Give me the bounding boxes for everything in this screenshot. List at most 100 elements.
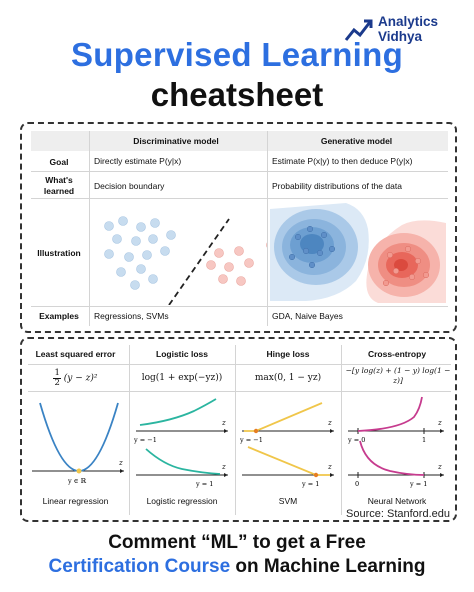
cta-rest: on Machine Learning (230, 556, 426, 577)
axis-label: z (221, 463, 226, 471)
axis-arrow (440, 429, 444, 433)
caption-svm: SVM (278, 496, 298, 506)
axis-label: z (327, 463, 332, 471)
cta-line1: Comment “ML” to get a Free (108, 532, 366, 553)
loss-title-least-squares: Least squared error (35, 349, 116, 359)
plot-hinge: z z y = −1 y = 1 (239, 402, 334, 488)
row-divider (31, 306, 448, 307)
hinge-curve-bottom (247, 446, 330, 476)
decision-boundary (168, 218, 230, 305)
comparison-table: Discriminative model Generative model Go… (31, 131, 448, 326)
axis-label: z (437, 419, 442, 427)
point-label: y ∈ ℝ (67, 477, 87, 485)
divider (267, 131, 268, 326)
row-label-goal: Goal (49, 157, 69, 167)
tick-label: 1 (422, 436, 426, 444)
axis-arrow (330, 429, 334, 433)
plot-cross-entropy: z z y = 0 1 0 y = 1 (347, 396, 444, 488)
divider (235, 345, 236, 515)
loss-curve-bottom (145, 448, 221, 475)
loss-curve-bottom (359, 440, 425, 476)
brand-name: Analytics Vidhya (378, 14, 438, 44)
row-label-learned: What's learned (31, 175, 87, 197)
brand-line1: Analytics (378, 14, 439, 29)
formula-line2: z)] (393, 376, 403, 385)
formula-expression: (y − z)² (63, 373, 98, 384)
table-header: Discriminative model Generative model (31, 131, 448, 151)
goal-discriminative: Directly estimate P(y|x) (94, 156, 182, 166)
plot-logistic: z z y = −1 y = 1 (133, 398, 228, 488)
red-class-points (206, 242, 267, 286)
generative-illustration (270, 203, 446, 303)
formula-hinge: max(0, 1 − yz) (254, 373, 322, 383)
page-title: Supervised Learning (70, 36, 404, 73)
loss-title-cross-entropy: Cross-entropy (367, 349, 427, 359)
divider (341, 345, 342, 515)
brand-line2: Vidhya (378, 29, 423, 44)
divider (129, 345, 130, 515)
examples-discriminative: Regressions, SVMs (94, 311, 169, 321)
axis-arrow (120, 469, 124, 473)
cta-highlight: Certification Course (48, 556, 231, 577)
model-comparison-panel: Discriminative model Generative model Go… (20, 122, 457, 333)
cta-line2: Certification Course on Machine Learning (0, 556, 474, 578)
minimum-point (76, 468, 82, 474)
axis-label: z (327, 419, 332, 427)
caption-linear-regression: Linear regression (42, 496, 109, 506)
formula-numerator: 1 (54, 368, 60, 378)
hinge-point (253, 428, 259, 434)
row-divider (31, 198, 448, 199)
blue-class-points (104, 216, 176, 290)
learned-discriminative: Decision boundary (94, 181, 165, 191)
loss-title-logistic: Logistic loss (156, 349, 208, 359)
axis-label: z (118, 459, 123, 467)
red-samples (382, 245, 430, 287)
divider (89, 131, 90, 326)
tick-label: 0 (355, 480, 359, 488)
formula-denominator: 2 (53, 378, 61, 388)
loss-functions-panel: Least squared error 1 2 (y − z)² z y ∈ ℝ… (20, 337, 457, 522)
axis-arrow (330, 473, 334, 477)
axis-label: z (437, 463, 442, 471)
examples-generative: GDA, Naive Bayes (272, 311, 343, 321)
loss-curve-top (139, 398, 217, 426)
goal-generative: Estimate P(x|y) to then deduce P(y|x) (272, 156, 413, 166)
row-label-learned-line2: learned (43, 186, 75, 196)
learned-generative: Probability distributions of the data (272, 181, 402, 191)
caption-neural-network: Neural Network (367, 496, 427, 506)
label-y-neg: y = −1 (133, 436, 157, 444)
loss-curve (39, 402, 119, 472)
plot-least-squares: z y ∈ ℝ (32, 402, 124, 485)
loss-title-hinge: Hinge loss (266, 349, 310, 359)
axis-arrow (224, 473, 228, 477)
formula-least-squares: 1 2 (y − z)² (22, 369, 129, 388)
hinge-point (313, 472, 319, 478)
axis-label: z (221, 419, 226, 427)
axis-arrow (224, 429, 228, 433)
formula-line1: −[y log(z) + (1 − y) log(1 − (345, 366, 451, 375)
axis-arrow (440, 473, 444, 477)
label-y-neg: y = −1 (239, 436, 263, 444)
blue-samples (288, 225, 336, 269)
row-divider (31, 171, 448, 172)
header-discriminative: Discriminative model (133, 136, 219, 146)
header-divider (28, 364, 451, 365)
formula-divider (28, 391, 451, 392)
logo-icon (344, 19, 373, 41)
row-label-illustration: Illustration (37, 248, 81, 258)
label-y-pos: y = 1 (301, 480, 319, 488)
source-note: Source: Stanford.edu (346, 508, 450, 520)
page-subtitle: cheatsheet (150, 76, 324, 113)
row-label-learned-line1: What's (45, 175, 73, 185)
hinge-curve-top (244, 402, 323, 432)
label-y-pos: y = 1 (195, 480, 213, 488)
formula-cross-entropy: −[y log(z) + (1 − y) log(1 − z)] (343, 366, 453, 386)
row-label-examples: Examples (39, 311, 79, 321)
loss-curve-top (357, 396, 423, 432)
tick-label: y = 1 (409, 480, 427, 488)
brand-logo: Analytics Vidhya (342, 12, 462, 52)
formula-logistic: log(1 + exp(−yz)) (141, 373, 223, 383)
tick-label: y = 0 (347, 436, 365, 444)
discriminative-illustration (104, 216, 267, 305)
caption-logistic-regression: Logistic regression (146, 496, 218, 506)
